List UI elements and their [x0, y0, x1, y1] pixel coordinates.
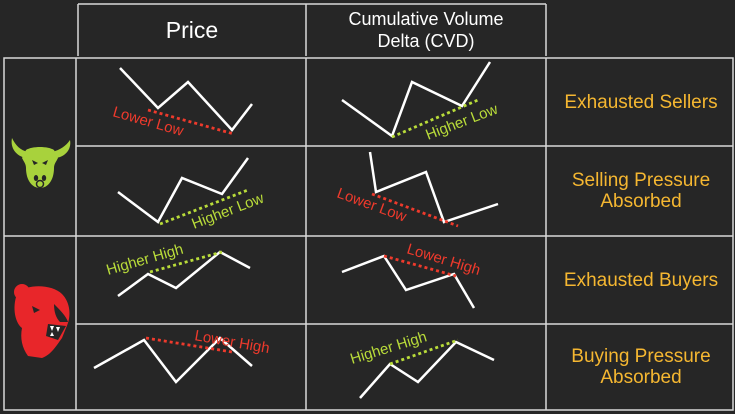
divergence-label: Higher Low	[189, 190, 266, 233]
swing-line	[119, 67, 253, 132]
divergence-label: Higher High	[104, 241, 185, 279]
divergence-label: Lower Low	[111, 104, 186, 140]
cvd-column-header: Cumulative Volume Delta (CVD)	[306, 4, 546, 56]
pattern-cvd-row-1: Higher Low	[341, 61, 500, 144]
pattern-cvd-row-3: Lower High	[341, 241, 482, 309]
trend-dotted-line	[145, 336, 233, 354]
outcome-exhausted-sellers: Exhausted Sellers	[547, 58, 735, 146]
trend-dotted-line	[149, 250, 223, 274]
trend-dotted-line	[383, 254, 457, 278]
trend-dotted-line	[391, 98, 479, 139]
outcome-line1: Exhausted Buyers	[563, 269, 719, 291]
pattern-price-row-1: Lower Low	[111, 67, 253, 140]
pattern-price-row-4: Lower High	[93, 327, 271, 384]
outcome-exhausted-buyers: Exhausted Buyers	[547, 236, 735, 324]
price-column-header: Price	[78, 4, 306, 56]
outcome-line1: Exhausted Sellers	[564, 91, 718, 113]
pattern-cvd-row-2: Lower Low	[335, 151, 499, 228]
price-header-text: Price	[165, 16, 219, 43]
outcome-buying-pressure-absorbed: Buying Pressure Absorbed	[547, 324, 735, 410]
outcome-line1: Buying Pressure	[571, 346, 711, 367]
outcome-line1: Selling Pressure	[571, 170, 711, 191]
trend-dotted-line	[147, 108, 235, 136]
pattern-price-row-3: Higher High	[104, 241, 251, 298]
swing-line	[117, 157, 250, 224]
swing-line	[341, 61, 492, 138]
swing-line	[117, 250, 251, 298]
trend-dotted-line	[389, 338, 459, 366]
pattern-price-row-2: Higher Low	[117, 157, 266, 233]
outcome-selling-pressure-absorbed: Selling Pressure Absorbed	[547, 146, 735, 236]
cvd-header-line2: Delta (CVD)	[377, 31, 475, 51]
outcome-line2: Absorbed	[600, 367, 682, 388]
swing-line	[359, 340, 495, 399]
swing-line	[93, 336, 253, 384]
cvd-header-line1: Cumulative Volume	[348, 9, 504, 29]
pattern-cvd-row-4: Higher High	[348, 328, 495, 399]
outcome-line2: Absorbed	[600, 191, 682, 212]
swing-line	[341, 254, 476, 309]
divergence-label: Higher High	[348, 328, 429, 367]
trend-dotted-line	[159, 188, 249, 226]
divergence-label: Lower Low	[335, 185, 409, 226]
bull-icon	[11, 138, 71, 189]
swing-line	[368, 151, 499, 224]
bear-icon	[14, 284, 70, 358]
